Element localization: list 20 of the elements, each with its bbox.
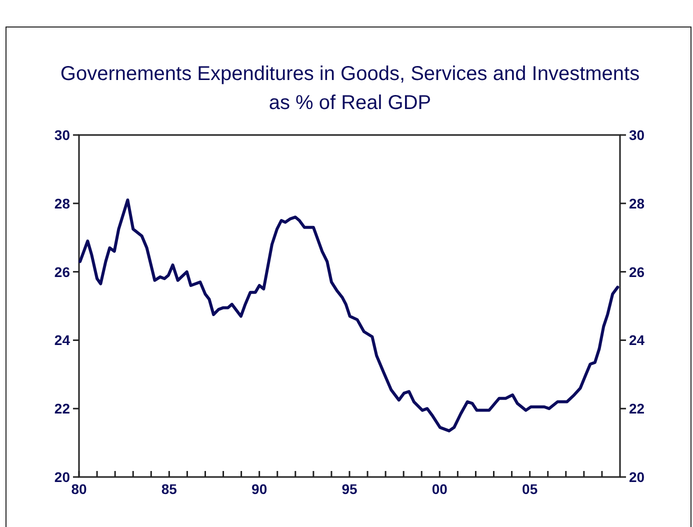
y2-tick-label: 28 xyxy=(629,195,645,212)
y-tick-label: 26 xyxy=(54,264,70,280)
x-tick-label: 05 xyxy=(522,481,538,497)
x-tick-label: 95 xyxy=(342,481,358,497)
y2-tick-label: 30 xyxy=(629,127,645,143)
x-tick-label: 80 xyxy=(71,481,87,497)
x-tick-label: 00 xyxy=(432,481,448,497)
y2-tick-label: 26 xyxy=(629,264,645,280)
y-tick-label: 30 xyxy=(54,127,70,143)
y2-tick-label: 24 xyxy=(629,332,645,348)
chart-title: Governements Expenditures in Goods, Services and Investments as % of Real GDP xyxy=(60,63,640,114)
y-tick-label: 28 xyxy=(54,195,70,212)
y2-tick-label: 20 xyxy=(629,469,645,485)
y-tick-label: 24 xyxy=(54,332,70,348)
y-tick-label: 22 xyxy=(54,400,70,417)
x-tick-label: 85 xyxy=(161,481,178,497)
line-series xyxy=(78,198,620,432)
y2-tick-label: 22 xyxy=(629,400,645,417)
x-tick-label: 90 xyxy=(252,481,268,497)
y-tick-label: 20 xyxy=(54,469,70,485)
